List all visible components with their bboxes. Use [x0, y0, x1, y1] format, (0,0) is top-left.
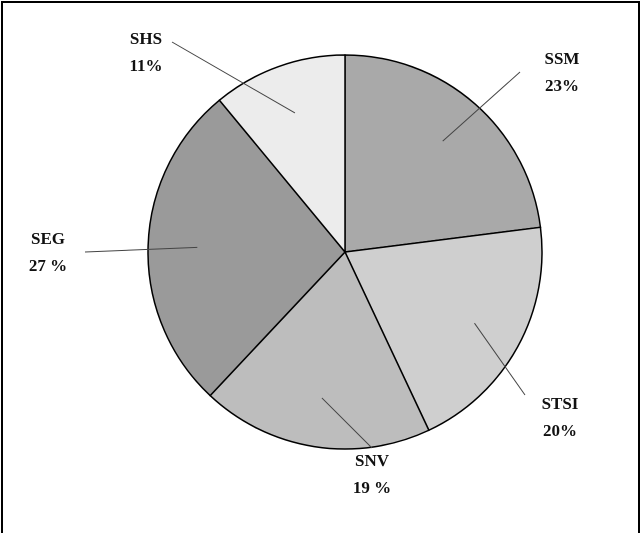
value-label: 11% — [129, 56, 162, 75]
leader-line — [84, 246, 198, 253]
slice-label: STSI — [542, 394, 579, 413]
leader-line — [321, 397, 373, 449]
leader-line — [171, 41, 296, 114]
pie-slice — [344, 54, 542, 253]
slice-label: SNV — [355, 451, 390, 470]
value-label: 19 % — [353, 478, 391, 497]
value-label: 20% — [543, 421, 577, 440]
leader-line — [474, 322, 526, 396]
pie-slice — [209, 250, 430, 450]
pie-slice — [218, 54, 346, 255]
leader-line — [442, 71, 521, 142]
slice-label: SSM — [545, 49, 580, 68]
value-label: 23% — [545, 76, 579, 95]
slice-label: SEG — [31, 229, 65, 248]
pie-slice — [147, 99, 346, 397]
value-label: 27 % — [29, 256, 67, 275]
pie-slice — [343, 226, 543, 432]
slice-label: SHS — [130, 29, 162, 48]
